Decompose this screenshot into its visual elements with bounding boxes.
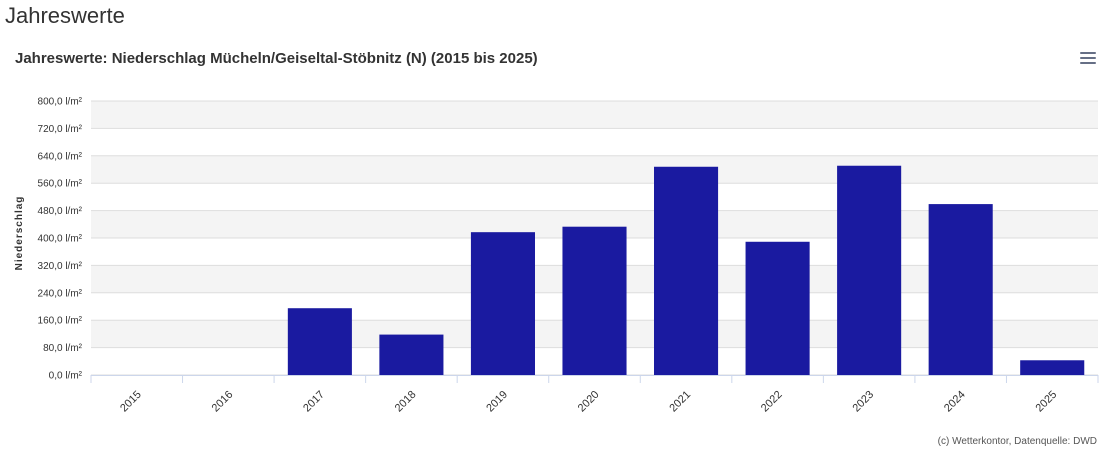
- x-tick-label: 2018: [393, 389, 419, 415]
- y-tick-label: 0,0 l/m²: [49, 371, 83, 382]
- y-axis-ticks: 0,0 l/m² 80,0 l/m² 160,0 l/m² 240,0 l/m² 320…: [38, 97, 83, 382]
- bars: [287, 165, 1085, 375]
- bar-2019[interactable]: [470, 232, 535, 375]
- bar-2021[interactable]: [654, 166, 719, 375]
- x-tick-label: 2019: [484, 389, 510, 415]
- y-tick-label: 240,0 l/m²: [38, 288, 83, 299]
- x-tick-label: 2024: [942, 389, 968, 415]
- x-tick-label: 2023: [850, 389, 876, 415]
- plot-band: [91, 101, 1098, 129]
- x-tick-label: 2015: [118, 389, 144, 415]
- bar-2025[interactable]: [1020, 360, 1085, 375]
- x-tick-label: 2021: [667, 389, 693, 415]
- bar-2022[interactable]: [745, 241, 810, 375]
- bar-2018[interactable]: [379, 334, 444, 375]
- y-tick-label: 720,0 l/m²: [38, 124, 83, 135]
- x-tick-label: 2022: [759, 389, 785, 415]
- y-tick-label: 560,0 l/m²: [38, 179, 83, 190]
- credits: (c) Wetterkontor, Datenquelle: DWD: [937, 436, 1097, 447]
- y-tick-label: 160,0 l/m²: [38, 316, 83, 327]
- bar-2023[interactable]: [837, 165, 902, 375]
- y-tick-label: 480,0 l/m²: [38, 206, 83, 217]
- x-tick-label: 2016: [210, 389, 236, 415]
- bar-2017[interactable]: [287, 308, 352, 375]
- x-tick-label: 2017: [301, 389, 327, 415]
- hamburger-menu-icon[interactable]: [1080, 52, 1096, 66]
- y-tick-label: 80,0 l/m²: [43, 343, 83, 354]
- bar-2024[interactable]: [928, 204, 993, 375]
- x-tick-label: 2020: [576, 389, 602, 415]
- x-tick-label: 2025: [1034, 389, 1060, 415]
- plot-band: [91, 155, 1098, 184]
- y-tick-label: 400,0 l/m²: [38, 234, 83, 245]
- chart-title: Jahreswerte: Niederschlag Mücheln/Geisel…: [15, 50, 538, 67]
- y-axis-label: Niederschlag: [14, 196, 25, 271]
- bar-2020[interactable]: [562, 226, 627, 375]
- page-heading: Jahreswerte: [5, 3, 125, 28]
- y-tick-label: 800,0 l/m²: [38, 97, 83, 108]
- y-tick-label: 640,0 l/m²: [38, 151, 83, 162]
- x-axis-ticks: 2015 2016 2017 2018 2019 2020 2021 2022 2023 2024…: [118, 389, 1059, 415]
- y-tick-label: 320,0 l/m²: [38, 261, 83, 272]
